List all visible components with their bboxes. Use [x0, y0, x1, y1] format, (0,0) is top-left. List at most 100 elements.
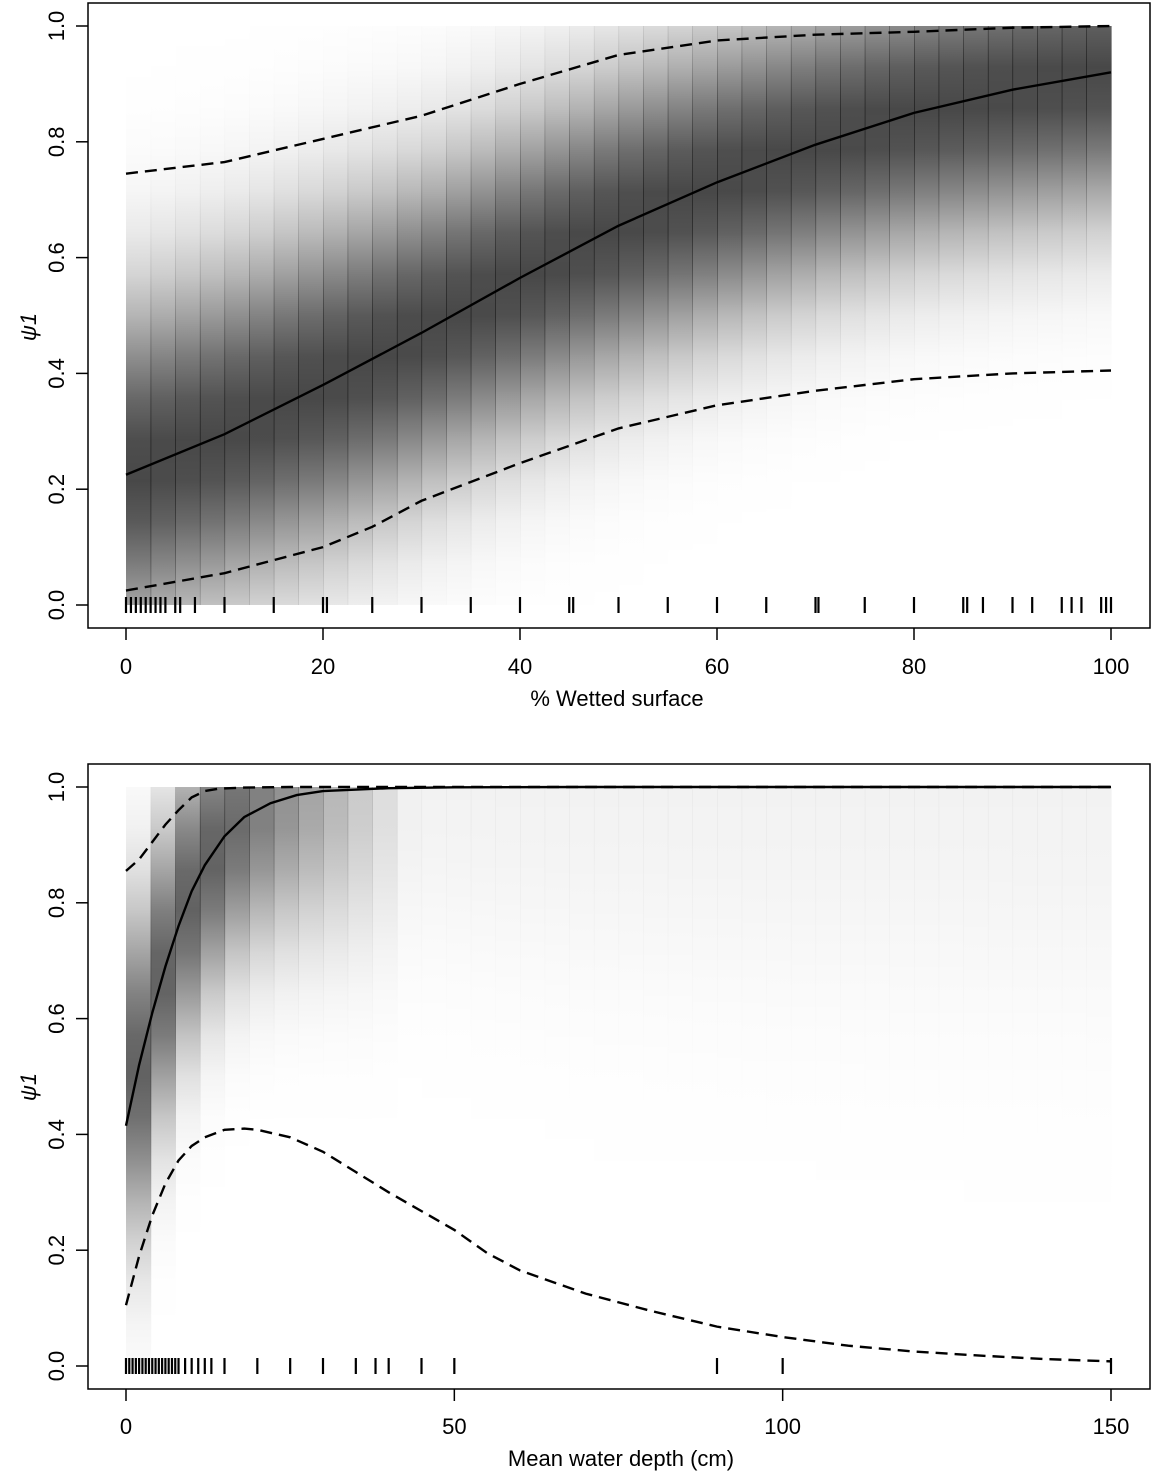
density-strip: [790, 787, 817, 1366]
density-strip: [421, 26, 447, 605]
density-strip: [840, 787, 866, 1366]
density-strip: [667, 26, 693, 605]
mean-line: [125, 71, 1112, 476]
y-tick-label: 0.0: [44, 1351, 69, 1382]
density-strip: [273, 26, 299, 605]
density-strip: [766, 26, 792, 605]
x-tick-label: 0: [120, 654, 132, 679]
y-axis-title: ψ1: [16, 313, 41, 341]
density-strip: [569, 26, 595, 605]
density-strip: [766, 787, 792, 1366]
density-strip: [175, 26, 201, 605]
density-strip: [938, 787, 964, 1366]
density-strip: [987, 787, 1014, 1366]
density-strip: [544, 26, 570, 605]
density-strip: [175, 787, 201, 1366]
density-strip: [126, 787, 152, 1366]
density-strip: [298, 787, 324, 1366]
x-tick-label: 50: [442, 1414, 466, 1439]
y-axis-title: ψ1: [16, 1073, 41, 1101]
credible-bound-line: [125, 24, 1112, 175]
density-strip: [249, 26, 275, 605]
density-strip: [396, 787, 423, 1366]
x-tick-label: 100: [764, 1414, 801, 1439]
density-strip: [569, 787, 595, 1366]
density-strip: [717, 26, 743, 605]
density-strip: [889, 787, 915, 1366]
density-strip: [963, 26, 989, 605]
x-axis-title: Mean water depth (cm): [508, 1446, 734, 1471]
density-strip: [741, 26, 767, 605]
y-tick-label: 0.6: [44, 242, 69, 273]
y-tick-label: 0.2: [44, 474, 69, 505]
density-strip: [1086, 26, 1112, 605]
density-strip: [249, 787, 275, 1366]
density-strip: [1061, 787, 1087, 1366]
density-strip: [224, 787, 250, 1366]
density-strip: [643, 787, 669, 1366]
density-strip: [199, 787, 226, 1366]
y-tick-label: 0.6: [44, 1003, 69, 1034]
y-tick-label: 0.0: [44, 590, 69, 621]
x-tick-label: 20: [311, 654, 335, 679]
x-tick-label: 150: [1093, 1414, 1130, 1439]
density-strip: [1037, 787, 1063, 1366]
density-strip: [1061, 26, 1087, 605]
density-strip: [495, 26, 521, 605]
density-strip: [273, 787, 299, 1366]
y-tick-label: 0.8: [44, 127, 69, 158]
density-strip: [815, 26, 841, 605]
density-strip: [298, 26, 324, 605]
density-strip: [1037, 26, 1063, 605]
density-strip: [593, 787, 620, 1366]
density-strip: [790, 26, 817, 605]
y-tick-label: 1.0: [44, 11, 69, 42]
density-strip: [495, 787, 521, 1366]
panel-water-depth: Mean water depth (cm) ψ1 0 50 100 150 0.0 0.2…: [16, 763, 1151, 1471]
density-strip: [446, 787, 472, 1366]
density-strip: [150, 26, 176, 605]
density-strip: [864, 26, 890, 605]
x-tick-label: 60: [705, 654, 729, 679]
density-strip: [421, 787, 447, 1366]
density-strip: [692, 26, 718, 605]
density-strip: [1086, 787, 1112, 1366]
density-strip: [199, 26, 226, 605]
density-strip: [544, 787, 570, 1366]
y-tick-label: 0.4: [44, 1119, 69, 1150]
density-strip: [323, 26, 349, 605]
posterior-density: [126, 787, 1112, 1366]
y-tick-label: 1.0: [44, 772, 69, 803]
density-strip: [667, 787, 693, 1366]
plot-frame: [87, 763, 1151, 1390]
density-strip: [126, 26, 152, 605]
density-strip: [840, 26, 866, 605]
density-strip: [692, 787, 718, 1366]
density-strip: [1012, 787, 1038, 1366]
x-axis-title: % Wetted surface: [530, 686, 703, 711]
x-tick-label: 100: [1093, 654, 1130, 679]
posterior-density: [126, 26, 1112, 605]
density-strip: [741, 787, 767, 1366]
density-strip: [1012, 26, 1038, 605]
plot-frame: [87, 2, 1151, 629]
density-strip: [150, 787, 176, 1366]
density-strip: [372, 787, 398, 1366]
credible-bound-line: [125, 785, 1111, 872]
density-strip: [864, 787, 890, 1366]
density-strip: [643, 26, 669, 605]
credible-bound-line: [125, 369, 1112, 592]
density-strip: [618, 26, 644, 605]
density-strip: [815, 787, 841, 1366]
credible-bound-line: [124, 1127, 1112, 1363]
density-strip: [938, 26, 964, 605]
density-strip: [987, 26, 1014, 605]
density-strip: [372, 26, 398, 605]
density-strip: [889, 26, 915, 605]
y-tick-label: 0.8: [44, 888, 69, 919]
density-strip: [520, 787, 546, 1366]
x-tick-label: 80: [902, 654, 926, 679]
density-strip: [470, 787, 496, 1366]
